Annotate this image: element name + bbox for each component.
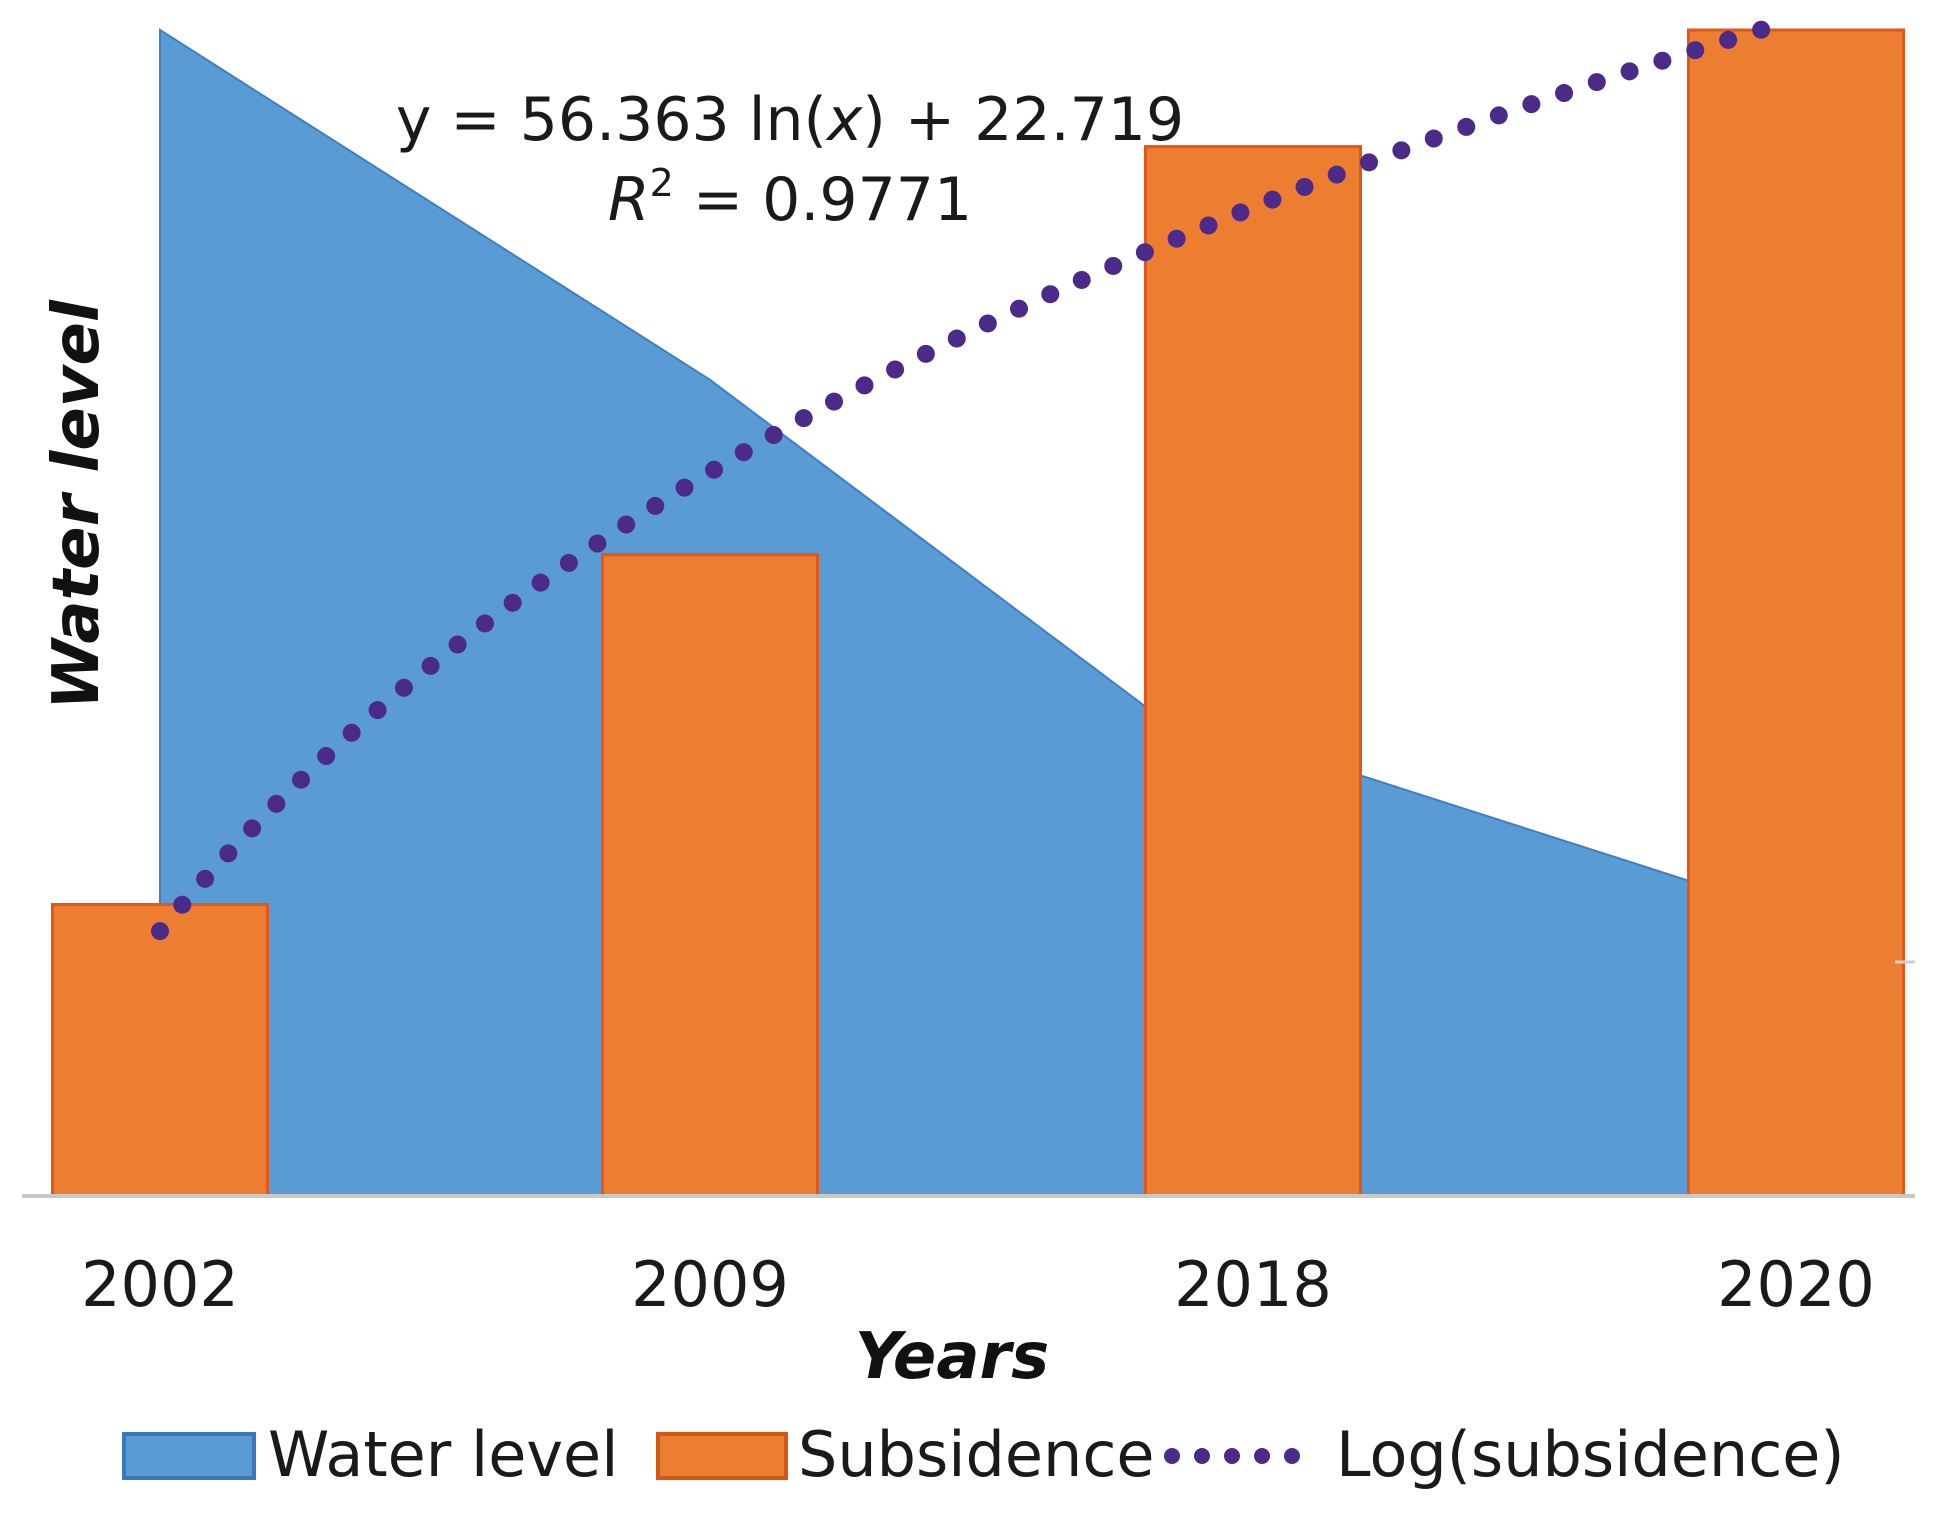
trendline-dot-45 xyxy=(1457,117,1476,136)
x-tick-label-2009: 2009 xyxy=(631,1248,789,1321)
water-level-area-layer xyxy=(159,28,1894,1197)
trendline-dot-21 xyxy=(705,460,724,479)
trendline-dot-38 xyxy=(1231,203,1250,222)
trendline-dot-20 xyxy=(675,478,694,497)
trendline-dot-51 xyxy=(1653,51,1672,70)
trendline-dot-48 xyxy=(1555,84,1574,103)
trendline-dot-12 xyxy=(448,635,467,654)
log-trendline-layer xyxy=(151,20,1771,941)
trendline-dot-27 xyxy=(886,360,905,379)
trendline-dot-16 xyxy=(559,553,578,572)
trendline-dot-18 xyxy=(617,515,636,534)
trendline-dot-46 xyxy=(1489,106,1508,125)
equation-prefix: y = 56.363 ln( xyxy=(396,85,827,155)
trendline-dot-47 xyxy=(1522,95,1541,114)
trendline-dot-6 xyxy=(292,770,311,789)
legend-swatch-subsidence xyxy=(656,1432,788,1480)
trendline-dot-5 xyxy=(267,794,286,813)
trendline-dot-52 xyxy=(1686,41,1705,60)
subsidence-bar-layer xyxy=(51,28,1905,1198)
trendline-dot-40 xyxy=(1295,177,1314,196)
trendline-dot-36 xyxy=(1167,229,1186,248)
trendline-dot-33 xyxy=(1072,270,1091,289)
legend-label-water-level: Water level xyxy=(268,1418,618,1491)
trendline-dot-42 xyxy=(1360,153,1379,172)
legend-label-subsidence: Subsidence xyxy=(798,1418,1155,1491)
legend-swatch-water-level xyxy=(122,1432,256,1480)
r2-exponent: 2 xyxy=(650,161,674,205)
legend: Water level Subsidence Log(subsidence) xyxy=(122,1418,1845,1491)
trendline-dot-49 xyxy=(1587,73,1606,92)
trendline-dot-39 xyxy=(1263,190,1282,209)
trendline-dot-53 xyxy=(1719,30,1738,49)
r2-symbol: R xyxy=(608,165,650,235)
x-axis-title: Years xyxy=(855,1320,1049,1394)
trendline-dot-30 xyxy=(978,314,997,333)
r-squared-label: R2 = 0.9771 xyxy=(608,161,972,235)
trendline-dot-1 xyxy=(173,895,192,914)
legend-label-log-subsidence: Log(subsidence) xyxy=(1336,1418,1845,1491)
trendline-dot-41 xyxy=(1327,165,1346,184)
trendline-dot-24 xyxy=(794,409,813,428)
trendline-dot-0 xyxy=(151,922,169,941)
subsidence-bar-2018 xyxy=(1144,145,1362,1198)
trendline-dot-44 xyxy=(1424,129,1443,148)
subsidence-bar-2020 xyxy=(1687,28,1905,1198)
trendline-dot-3 xyxy=(219,844,238,863)
regression-equation: y = 56.363 ln(x) + 22.719 xyxy=(396,85,1184,155)
trendline-dot-23 xyxy=(764,425,783,444)
trendline-dot-8 xyxy=(342,723,361,742)
trendline-dot-2 xyxy=(196,869,215,888)
trendline-dot-17 xyxy=(588,534,607,553)
trendline-dot-9 xyxy=(368,701,387,720)
trendline-dot-37 xyxy=(1199,216,1218,235)
legend-swatch-log-trendline xyxy=(1164,1448,1300,1464)
trendline-dot-14 xyxy=(503,593,522,612)
trendline-dot-54 xyxy=(1752,20,1771,39)
y-axis-title: Water level xyxy=(40,299,114,710)
subsidence-bar-2009 xyxy=(601,553,819,1198)
trendline-dot-43 xyxy=(1392,141,1411,160)
trendline-dot-28 xyxy=(916,344,935,363)
trendline-dot-35 xyxy=(1135,243,1154,262)
trendline-dot-22 xyxy=(734,443,753,462)
subsidence-bar-2002 xyxy=(51,903,269,1198)
equation-variable: x xyxy=(825,85,863,155)
trendline-dot-31 xyxy=(1009,299,1028,318)
trendline-dot-29 xyxy=(947,329,966,348)
x-tick-label-2018: 2018 xyxy=(1174,1248,1332,1321)
trendline-dot-11 xyxy=(421,656,440,675)
trendline-dot-26 xyxy=(855,376,874,395)
trendline-dot-32 xyxy=(1041,285,1060,304)
x-tick-label-2002: 2002 xyxy=(81,1248,239,1321)
trendline-dot-13 xyxy=(475,614,494,633)
x-tick-label-2020: 2020 xyxy=(1717,1248,1875,1321)
trendline-dot-19 xyxy=(646,496,665,515)
trendline-dot-50 xyxy=(1620,62,1639,81)
trendline-dot-4 xyxy=(243,819,262,838)
trendline-dot-15 xyxy=(531,573,550,592)
trendline-dot-34 xyxy=(1104,256,1123,275)
trendline-dot-10 xyxy=(394,678,413,697)
water-level-area xyxy=(159,28,1894,1197)
r2-value: = 0.9771 xyxy=(674,165,972,235)
equation-suffix: ) + 22.719 xyxy=(862,85,1184,155)
trendline-dot-25 xyxy=(825,392,844,411)
trendline-dot-7 xyxy=(317,747,336,766)
